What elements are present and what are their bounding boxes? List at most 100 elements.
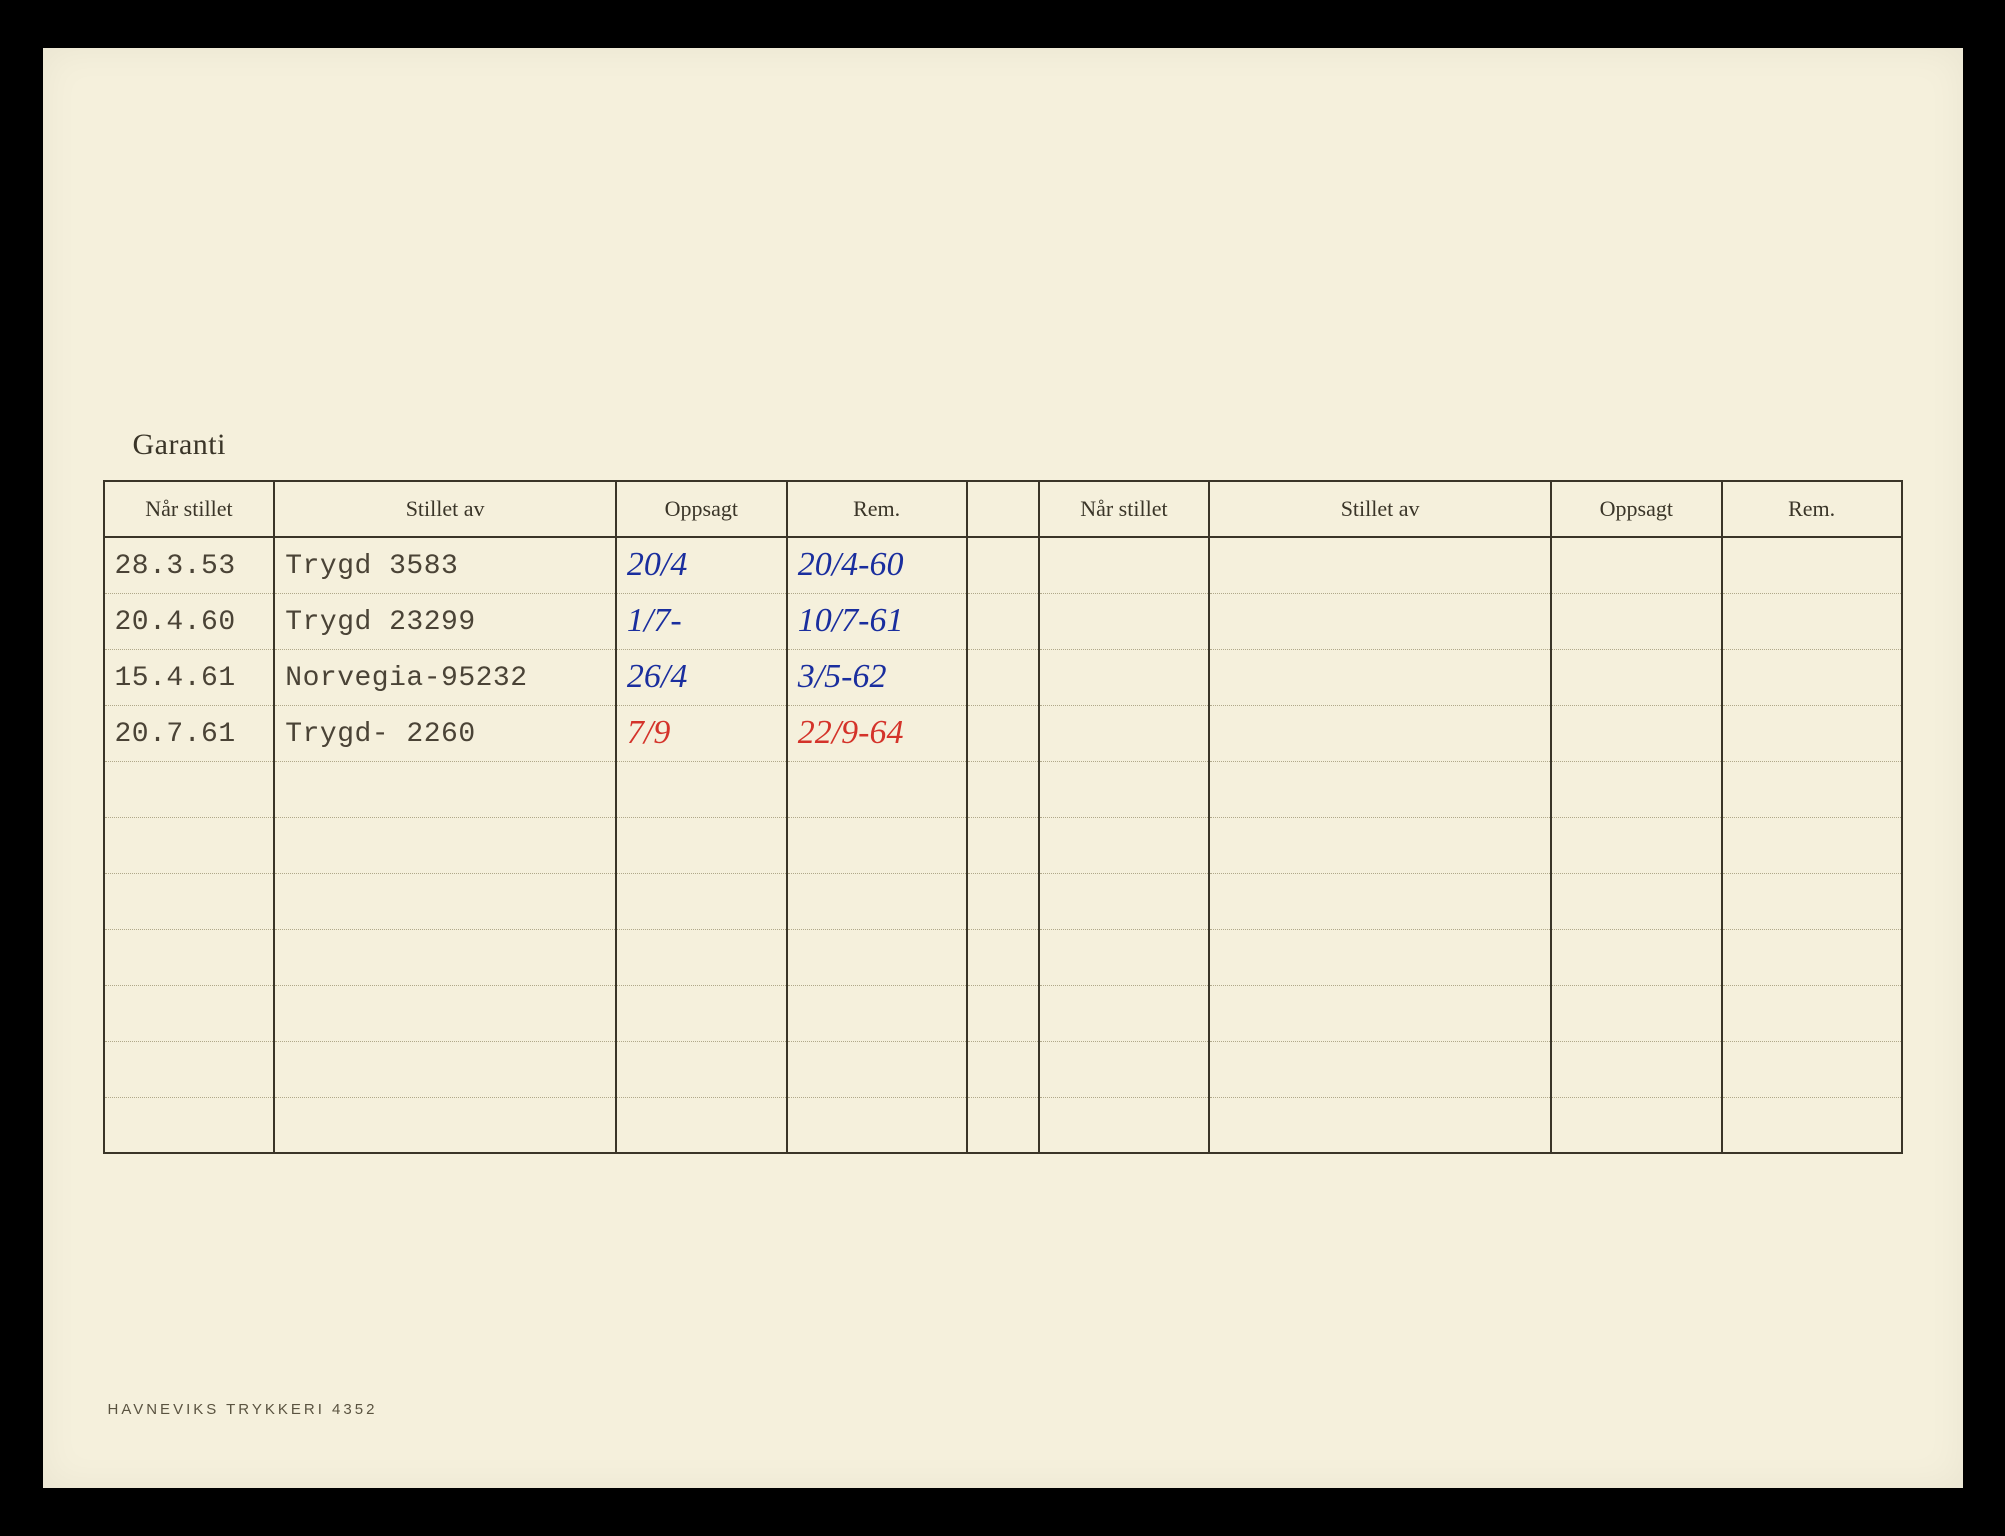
table-cell — [1039, 593, 1210, 649]
table-cell — [1722, 873, 1902, 929]
table-cell — [274, 985, 616, 1041]
col-gap — [967, 537, 1039, 593]
table-cell — [1551, 873, 1722, 929]
table-cell: 26/4 — [616, 649, 787, 705]
table-cell — [1039, 705, 1210, 761]
table-cell — [104, 929, 275, 985]
table-cell — [787, 985, 967, 1041]
table-cell — [104, 761, 275, 817]
table-cell: 20/4 — [616, 537, 787, 593]
cell-value: 20.7.61 — [115, 719, 236, 750]
table-cell — [1209, 929, 1551, 985]
table-cell: 20.7.61 — [104, 705, 275, 761]
table-title: Garanti — [133, 428, 1903, 462]
table-cell — [1209, 1097, 1551, 1153]
table-cell — [616, 761, 787, 817]
table-row — [104, 761, 1902, 817]
table-cell — [1722, 593, 1902, 649]
table-cell — [1722, 929, 1902, 985]
col-gap — [967, 817, 1039, 873]
table-cell — [616, 985, 787, 1041]
col-gap — [967, 649, 1039, 705]
table-cell: 1/7- — [616, 593, 787, 649]
table-row — [104, 817, 1902, 873]
col-stillet-av-r: Stillet av — [1209, 481, 1551, 537]
cell-value: 15.4.61 — [115, 663, 236, 694]
table-cell — [616, 1041, 787, 1097]
table-cell — [616, 929, 787, 985]
table-cell: 7/9 — [616, 705, 787, 761]
table-cell — [1209, 817, 1551, 873]
table-cell: 20.4.60 — [104, 593, 275, 649]
content-area: Garanti Når stillet Stillet av Oppsagt R… — [103, 428, 1903, 1154]
table-cell: Norvegia-95232 — [274, 649, 616, 705]
cell-value: 3/5-62 — [798, 658, 887, 695]
col-gap — [967, 1041, 1039, 1097]
cell-value: 10/7-61 — [798, 602, 904, 639]
table-cell — [1209, 761, 1551, 817]
table-row: 28.3.53Trygd 358320/420/4-60 — [104, 537, 1902, 593]
table-row — [104, 985, 1902, 1041]
table-cell — [1722, 1097, 1902, 1153]
table-cell — [1209, 1041, 1551, 1097]
cell-value: Trygd 23299 — [285, 607, 475, 638]
table-cell — [104, 1041, 275, 1097]
table-cell — [1551, 761, 1722, 817]
table-cell — [104, 1097, 275, 1153]
table-cell — [1551, 537, 1722, 593]
table-cell — [1551, 593, 1722, 649]
table-cell — [274, 1097, 616, 1153]
table-cell — [787, 761, 967, 817]
table-row — [104, 1041, 1902, 1097]
table-cell — [274, 761, 616, 817]
table-cell: 3/5-62 — [787, 649, 967, 705]
col-gap — [967, 985, 1039, 1041]
table-cell — [274, 1041, 616, 1097]
table-cell — [1039, 985, 1210, 1041]
table-cell — [1551, 929, 1722, 985]
cell-value: Trygd 3583 — [285, 551, 458, 582]
table-cell: 15.4.61 — [104, 649, 275, 705]
table-cell: Trygd 23299 — [274, 593, 616, 649]
table-cell — [104, 985, 275, 1041]
table-body: 28.3.53Trygd 358320/420/4-6020.4.60Trygd… — [104, 537, 1902, 1153]
table-row: 15.4.61 Norvegia-95232 26/4 3/5-62 — [104, 649, 1902, 705]
col-gap — [967, 761, 1039, 817]
table-row: 20.7.61Trygd- 22607/922/9-64 — [104, 705, 1902, 761]
cell-value: 28.3.53 — [115, 551, 236, 582]
col-gap — [967, 929, 1039, 985]
table-cell — [1039, 817, 1210, 873]
col-nar-stillet-r: Når stillet — [1039, 481, 1210, 537]
table-cell — [1551, 705, 1722, 761]
table-cell — [787, 1097, 967, 1153]
table-cell — [787, 929, 967, 985]
table-cell — [1209, 649, 1551, 705]
col-nar-stillet-l: Når stillet — [104, 481, 275, 537]
table-cell — [1039, 761, 1210, 817]
printer-imprint: HAVNEVIKS TRYKKERI 4352 — [108, 1401, 378, 1418]
cell-value: 1/7- — [627, 602, 682, 639]
table-cell — [616, 817, 787, 873]
table-cell — [787, 817, 967, 873]
table-cell — [1039, 873, 1210, 929]
table-cell — [1722, 649, 1902, 705]
table-row — [104, 873, 1902, 929]
table-cell — [1039, 1041, 1210, 1097]
table-cell — [1039, 1097, 1210, 1153]
cell-value: 7/9 — [627, 714, 670, 751]
table-cell — [1551, 649, 1722, 705]
table-cell — [1209, 537, 1551, 593]
col-oppsagt-l: Oppsagt — [616, 481, 787, 537]
cell-value: Norvegia-95232 — [285, 663, 527, 694]
table-cell — [787, 873, 967, 929]
table-cell — [1209, 985, 1551, 1041]
cell-value: 20/4 — [627, 546, 687, 583]
table-cell — [1722, 985, 1902, 1041]
table-header-row: Når stillet Stillet av Oppsagt Rem. Når … — [104, 481, 1902, 537]
cell-value: 20.4.60 — [115, 607, 236, 638]
paper-card: Garanti Når stillet Stillet av Oppsagt R… — [43, 48, 1963, 1488]
col-gap — [967, 593, 1039, 649]
cell-value: 26/4 — [627, 658, 687, 695]
table-row — [104, 929, 1902, 985]
table-cell — [1039, 929, 1210, 985]
